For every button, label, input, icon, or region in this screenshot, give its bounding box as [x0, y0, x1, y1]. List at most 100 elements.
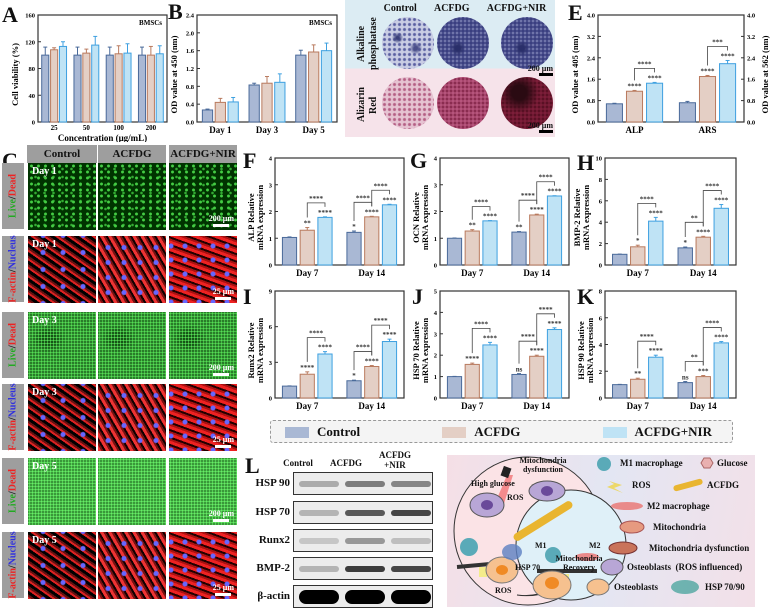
- plot-frame: [597, 14, 745, 123]
- y-tick-label: 0.0: [587, 120, 595, 127]
- x-category-label: 200: [146, 124, 157, 132]
- protein-band: [391, 590, 431, 604]
- legend-ros-icon: [607, 481, 623, 493]
- live-dead-image: Day 5: [28, 458, 96, 525]
- y-axis-title: ALP Relative: [246, 193, 256, 242]
- y-tick-label: 2: [599, 369, 602, 376]
- significance-label: ****: [714, 334, 729, 342]
- bar-control: [281, 236, 298, 266]
- bar-acfdg-nir: [155, 53, 164, 123]
- hsp-icon: [502, 544, 522, 560]
- bracket-label: ****: [521, 192, 536, 200]
- x-category-label: 50: [83, 124, 91, 132]
- y-tick-label: 6: [599, 198, 603, 205]
- y-tick-label: 0.8: [587, 98, 596, 105]
- chart-e-alp-ars: 0.0 0.0 0.8 0.8 1.6 1.6 2.4 2.4 3.2 3.2 4.0 4.0 ALP *…: [570, 13, 770, 136]
- y-tick-label: 2: [434, 209, 437, 216]
- y-axis-title: mRNA expression: [255, 185, 265, 251]
- bar-acfdg: [695, 376, 711, 399]
- bar-control: [137, 54, 147, 123]
- day-label: Day 1: [32, 166, 57, 177]
- y-tick-label: 1: [269, 236, 272, 243]
- panel-letter-e: E: [568, 0, 583, 25]
- x-category-label: Day 14: [523, 401, 550, 411]
- factin-nucleus-image: [98, 236, 166, 303]
- bracket-label: **: [691, 354, 699, 362]
- y-tick-label: 4: [599, 342, 603, 349]
- y-axis-title: Runx2 Relative: [246, 322, 256, 378]
- factin-nucleus-image: 25 μm: [169, 384, 237, 451]
- plot-frame: [604, 157, 737, 266]
- x-category-label: Day 7: [461, 268, 484, 278]
- d-col-acfdg-nir: ACFDG+NIR: [486, 3, 547, 14]
- bar-acfdg-nir: [546, 195, 563, 266]
- bar-acfdg: [698, 76, 717, 123]
- chart-b-od450: 0.0 0.4 0.8 1.2 1.6 2.0 2.4 Day 1 Day 3 Day 5 OD v…: [170, 13, 338, 135]
- significance-bracket: [707, 46, 728, 66]
- bracket-label: ****: [640, 333, 655, 341]
- significance-label: **: [634, 370, 642, 378]
- protein-band: [299, 510, 339, 516]
- m-legend-label: Osteoblasts: [614, 582, 659, 592]
- significance-label: ****: [318, 344, 333, 352]
- bracket-label: ****: [640, 195, 655, 203]
- protein-band: [299, 481, 339, 487]
- blot-strip: [293, 529, 433, 552]
- bracket-label: ****: [705, 183, 720, 191]
- bar-acfdg-nir: [648, 356, 664, 399]
- live-dead-image: [98, 163, 166, 230]
- bar-acfdg: [464, 230, 480, 266]
- panel-letter-b: B: [168, 0, 183, 24]
- y-tick-label: 4: [269, 156, 273, 163]
- legend-label: ACFDG+NIR: [634, 423, 712, 439]
- panel-letter-g: G: [410, 148, 428, 173]
- bar-acfdg-nir: [719, 63, 737, 123]
- legend-item-control: Control: [285, 424, 360, 440]
- y-axis-title: OD value at 450 (nm): [170, 35, 179, 113]
- significance-label: **: [304, 220, 312, 228]
- panel-letter-l: L: [245, 453, 260, 478]
- significance-bracket: [702, 190, 722, 227]
- panel-letter-k: K: [577, 284, 595, 309]
- legend-osteoblast-ros-icon: [600, 558, 624, 576]
- significance-bracket: [536, 313, 555, 346]
- day-label: Day 3: [32, 315, 57, 326]
- significance-label: ****: [318, 209, 333, 217]
- significance-label: ****: [530, 206, 545, 214]
- live-dead-image: [98, 458, 166, 525]
- bar-acfdg-nir: [546, 329, 563, 399]
- factin-nucleus-image: 25 μm: [169, 236, 237, 303]
- bar-control: [248, 84, 260, 123]
- y-tick-label: 4: [434, 156, 438, 163]
- x-category-label: Day 3: [256, 125, 279, 135]
- y-tick-label: 8: [599, 177, 603, 184]
- m1-macrophage-icon: [460, 538, 478, 556]
- bar-control: [446, 376, 463, 399]
- significance-label: ****: [701, 67, 716, 75]
- m-legend-label: M2 macrophage: [647, 501, 710, 511]
- y-tick-label: 10: [596, 156, 603, 163]
- m-legend-label: Glucose: [717, 458, 748, 468]
- chart-j-hsp70-mrna: 0 1 2 3 4 5 Day 7 **** **** Day 14 ns **** **** **** *…: [411, 289, 570, 411]
- bar-acfdg-nir: [381, 204, 398, 266]
- bar-acfdg-nir: [713, 342, 729, 399]
- scale-bar: 200 μm: [209, 214, 234, 227]
- y-tick-label: 3: [269, 360, 273, 367]
- blot-row-label: Runx2: [258, 534, 290, 546]
- y-tick-label: 5: [434, 289, 438, 296]
- panel-letter-i: I: [243, 284, 252, 309]
- significance-label: ****: [530, 347, 545, 355]
- protein-band: [391, 566, 431, 572]
- significance-bracket: [306, 202, 326, 218]
- day-label: Day 5: [32, 461, 57, 472]
- x-category-label: 100: [113, 124, 124, 132]
- bracket-label: ****: [539, 306, 554, 314]
- bar-acfdg: [364, 365, 380, 399]
- significance-label: ****: [483, 213, 498, 221]
- bar-control: [511, 373, 527, 399]
- bracket-label: ****: [705, 320, 720, 328]
- bar-control: [346, 380, 362, 399]
- y2-tick-label: 0.0: [747, 120, 755, 127]
- ars-well-control: [382, 77, 434, 129]
